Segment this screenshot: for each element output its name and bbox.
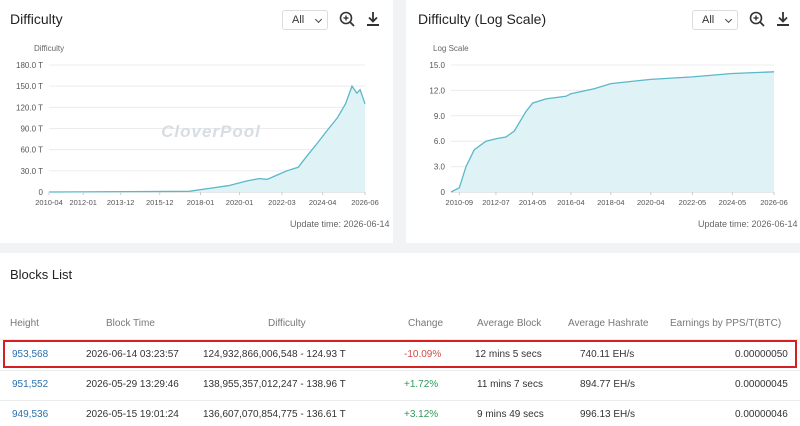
header-difficulty: Difficulty: [268, 318, 306, 329]
divider: [0, 339, 800, 340]
earnings-pps: 0.00000046: [735, 409, 788, 420]
download-icon[interactable]: [774, 10, 792, 28]
y-tick-label: 150.0 T: [16, 82, 43, 91]
y-tick-label: 0: [441, 188, 446, 197]
x-tick-label: 2022-05: [679, 198, 707, 207]
divider: [0, 400, 800, 401]
x-tick-label: 2026-06: [760, 198, 788, 207]
x-tick-label: 2024-04: [309, 198, 337, 207]
block-time: 2026-05-29 13:29:46: [86, 379, 179, 390]
block-difficulty: 138,955,357,012,247 - 138.96 T: [203, 379, 346, 390]
x-tick-label: 2012-01: [69, 198, 97, 207]
average-block-time: 9 mins 49 secs: [477, 409, 544, 420]
y-tick-label: 12.0: [429, 86, 445, 95]
difficulty-update-time: Update time: 2026-06-14: [290, 219, 390, 229]
header-average-block: Average Block: [477, 318, 542, 329]
block-height-link[interactable]: 953,568: [12, 349, 49, 360]
average-hashrate: 996.13 EH/s: [580, 409, 636, 420]
block-height-link[interactable]: 951,552: [12, 379, 49, 390]
y-tick-label: 60.0 T: [20, 146, 43, 155]
block-time: 2026-06-14 03:23:57: [86, 349, 179, 360]
x-tick-label: 2015-12: [146, 198, 174, 207]
difficulty-change: +3.12%: [404, 409, 439, 420]
header-block-time: Block Time: [106, 318, 155, 329]
x-tick-label: 2020-01: [226, 198, 254, 207]
x-tick-label: 2022-03: [268, 198, 296, 207]
average-hashrate: 894.77 EH/s: [580, 379, 636, 390]
log-range-value: All: [702, 14, 715, 26]
divider: [0, 370, 800, 371]
log-scale-title: Difficulty (Log Scale): [418, 11, 547, 27]
watermark: CloverPool: [161, 122, 261, 141]
difficulty-change: -10.09%: [404, 349, 442, 360]
log-scale-chart: 15.012.09.06.03.00CloverPool2010-092012-…: [429, 61, 788, 207]
series-area: [451, 71, 774, 192]
block-time: 2026-05-15 19:01:24: [86, 409, 179, 420]
x-tick-label: 2010-04: [35, 198, 63, 207]
x-tick-label: 2010-09: [446, 198, 474, 207]
chevron-down-icon: [314, 15, 323, 24]
difficulty-title: Difficulty: [10, 11, 63, 27]
header-earnings: Earnings by PPS/T(BTC): [670, 318, 782, 329]
y-tick-label: 90.0 T: [20, 125, 43, 134]
difficulty-range-value: All: [292, 14, 305, 26]
y-tick-label: 15.0: [429, 61, 445, 70]
zoom-in-icon[interactable]: [748, 10, 766, 28]
y-tick-label: 180.0 T: [16, 61, 43, 70]
average-block-time: 11 mins 7 secs: [477, 379, 543, 390]
x-tick-label: 2026-06: [351, 198, 379, 207]
x-tick-label: 2013-12: [107, 198, 135, 207]
y-tick-label: 9.0: [434, 112, 446, 121]
log-range-select[interactable]: All: [692, 10, 738, 30]
table-row[interactable]: 951,552 2026-05-29 13:29:46 138,955,357,…: [0, 371, 800, 399]
row-highlight: [3, 340, 797, 368]
difficulty-chart: 180.0 T 150.0 T 120.0 T 90.0 T 60.0 T 30.0 T 0…: [16, 61, 379, 207]
y-tick-label: 3.0: [434, 163, 446, 172]
header-height: Height: [10, 318, 39, 329]
x-tick-label: 2016-04: [557, 198, 585, 207]
chevron-down-icon: [724, 15, 733, 24]
y-tick-label: 6.0: [434, 137, 446, 146]
y-tick-label: 30.0 T: [20, 167, 43, 176]
x-tick-label: 2014-05: [519, 198, 547, 207]
log-scale-card: Difficulty (Log Scale) All Log Scale 15.…: [406, 0, 800, 243]
x-tick-label: 2018-04: [597, 198, 625, 207]
average-hashrate: 740.11 EH/s: [580, 349, 635, 360]
difficulty-change: +1.72%: [404, 379, 439, 390]
series-line: [450, 71, 775, 193]
earnings-pps: 0.00000050: [735, 349, 788, 360]
block-height-link[interactable]: 949,536: [12, 409, 49, 420]
earnings-pps: 0.00000045: [735, 379, 788, 390]
x-tick-label: 2024-05: [719, 198, 747, 207]
header-average-hashrate: Average Hashrate: [568, 318, 649, 329]
log-update-time: Update time: 2026-06-14: [698, 219, 798, 229]
blocks-list-title: Blocks List: [10, 267, 73, 282]
y-tick-label: 0: [39, 188, 44, 197]
log-y-axis-label: Log Scale: [433, 44, 469, 53]
x-tick-label: 2018-01: [187, 198, 215, 207]
block-difficulty: 124,932,866,006,548 - 124.93 T: [203, 349, 346, 360]
x-tick-label: 2020-04: [637, 198, 665, 207]
table-row[interactable]: 953,568 2026-06-14 03:23:57 124,932,866,…: [0, 341, 800, 369]
series-line: [48, 84, 366, 193]
difficulty-y-axis-label: Difficulty: [34, 44, 65, 53]
table-row[interactable]: 949,536 2026-05-15 19:01:24 136,607,070,…: [0, 401, 800, 426]
difficulty-range-select[interactable]: All: [282, 10, 328, 30]
download-icon[interactable]: [364, 10, 382, 28]
block-difficulty: 136,607,070,854,775 - 136.61 T: [203, 409, 346, 420]
series-area: [49, 86, 365, 192]
average-block-time: 12 mins 5 secs: [475, 349, 542, 360]
header-change: Change: [408, 318, 444, 329]
y-tick-label: 120.0 T: [16, 103, 43, 112]
zoom-in-icon[interactable]: [338, 10, 356, 28]
difficulty-card: Difficulty All Difficulty 180.0 T 150.0 T…: [0, 0, 393, 243]
x-tick-label: 2012-07: [482, 198, 510, 207]
